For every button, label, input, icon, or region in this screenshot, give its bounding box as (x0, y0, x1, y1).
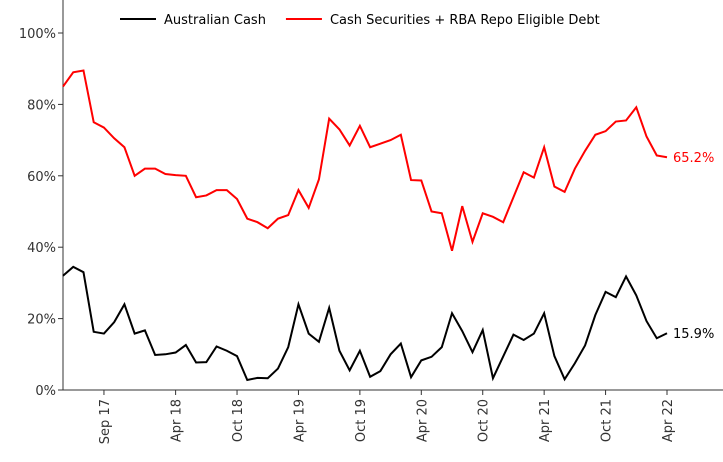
x-tick-label: Oct 21 (600, 399, 615, 442)
x-tick-label: Apr 18 (170, 399, 185, 442)
x-tick-label: Apr 19 (292, 399, 307, 442)
value-label: 65.2% (673, 151, 714, 166)
y-tick-label: 20% (27, 313, 56, 328)
y-tick-label: 0% (35, 384, 56, 399)
series-line (62, 265, 668, 382)
value-label: 15.9% (673, 327, 714, 342)
series-line (62, 69, 668, 252)
legend-label: Cash Securities + RBA Repo Eligible Debt (330, 13, 600, 28)
y-tick-label: 80% (27, 98, 56, 113)
x-tick-label: Oct 20 (477, 399, 492, 442)
legend-label: Australian Cash (164, 13, 266, 28)
y-tick-label: 40% (27, 241, 56, 256)
y-tick-label: 60% (27, 170, 56, 185)
x-tick-label: Sep 17 (98, 399, 113, 444)
x-tick-label: Apr 20 (415, 399, 430, 442)
x-tick-label: Oct 19 (354, 399, 369, 442)
y-tick-label: 100% (19, 27, 56, 42)
x-tick-label: Oct 18 (231, 399, 246, 442)
x-tick-label: Apr 21 (538, 399, 553, 442)
x-tick-label: Apr 22 (661, 399, 676, 442)
